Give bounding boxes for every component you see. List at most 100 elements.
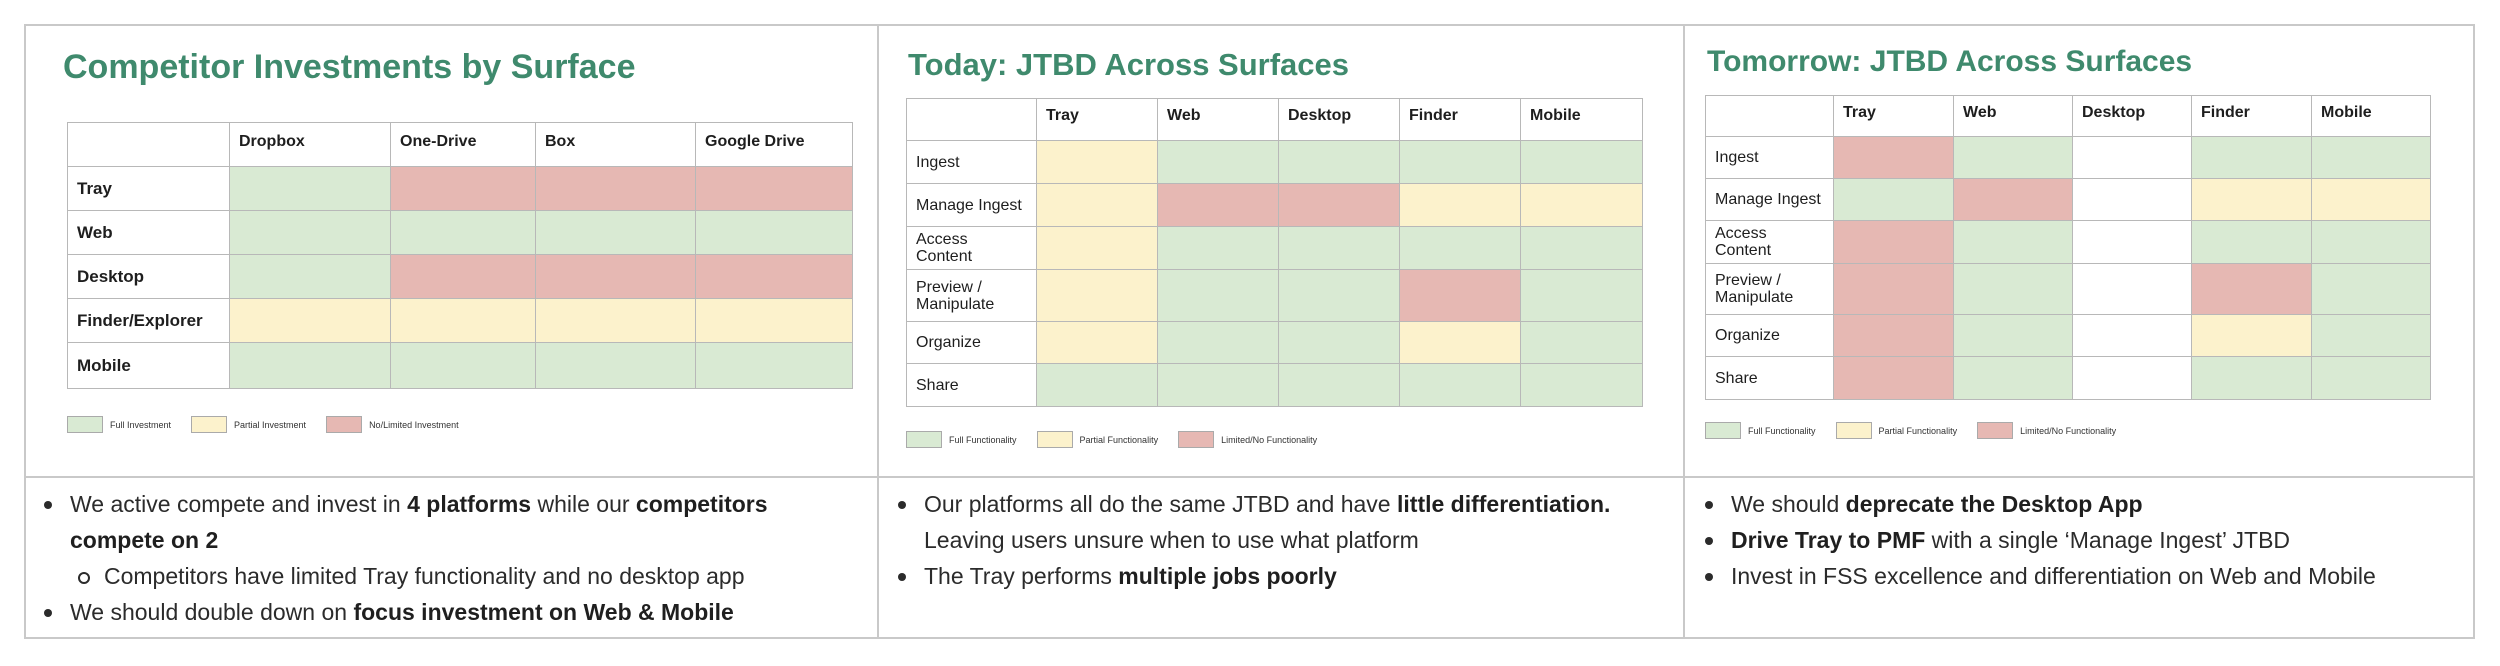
status-cell-partial bbox=[1036, 140, 1158, 184]
status-cell-full bbox=[1953, 136, 2073, 179]
row-label: Preview / Manipulate bbox=[1705, 263, 1834, 315]
legend: Full Functionality Partial Functionality… bbox=[906, 431, 1337, 448]
status-cell-full bbox=[1399, 226, 1521, 270]
column-header: Web bbox=[1953, 95, 2073, 137]
table-row: Ingest bbox=[906, 140, 1643, 184]
legend-label: Full Functionality bbox=[1748, 425, 1816, 436]
column-header: Finder bbox=[1399, 98, 1521, 141]
status-cell-limited bbox=[1953, 178, 2073, 221]
status-cell-full bbox=[1278, 226, 1400, 270]
column-header: Google Drive bbox=[695, 122, 853, 167]
legend-swatch-partial bbox=[1835, 422, 1872, 439]
status-cell-limited bbox=[695, 254, 853, 299]
row-label: Preview / Manipulate bbox=[906, 269, 1037, 322]
legend-swatch-limited bbox=[1178, 431, 1215, 448]
legend-item-partial: Partial Functionality bbox=[1835, 422, 1958, 439]
status-cell-full bbox=[229, 342, 391, 389]
status-cell-limited bbox=[535, 254, 696, 299]
status-cell-full bbox=[1278, 140, 1400, 184]
status-cell-partial bbox=[2191, 314, 2312, 357]
status-cell-full bbox=[1278, 321, 1400, 364]
bullet: We should deprecate the Desktop App bbox=[1697, 486, 2457, 522]
column-header: Web bbox=[1157, 98, 1279, 141]
status-cell-full bbox=[229, 210, 391, 255]
status-cell-full bbox=[1278, 269, 1400, 322]
status-cell-full bbox=[1157, 269, 1279, 322]
status-cell-full bbox=[1520, 321, 1643, 364]
table-row: Organize bbox=[906, 321, 1643, 364]
bullet-text: We should double down on bbox=[70, 599, 354, 625]
status-cell-full bbox=[1520, 363, 1643, 407]
row-label: Finder/Explorer bbox=[67, 298, 230, 343]
status-cell-limited bbox=[2191, 263, 2312, 315]
status-cell-partial bbox=[1399, 321, 1521, 364]
legend: Full Functionality Partial Functionality… bbox=[1705, 422, 2136, 439]
status-cell-full bbox=[535, 342, 696, 389]
status-cell-full bbox=[2311, 136, 2431, 179]
legend-item-limited: No/Limited Investment bbox=[326, 416, 459, 433]
panel-title: Tomorrow: JTBD Across Surfaces bbox=[1707, 45, 2193, 78]
row-label: Tray bbox=[67, 166, 230, 211]
table-row: Share bbox=[906, 363, 1643, 407]
status-cell-partial bbox=[1036, 226, 1158, 270]
legend-item-full: Full Functionality bbox=[1705, 422, 1816, 439]
bullet-text: while our bbox=[531, 491, 636, 517]
status-cell-partial bbox=[1520, 183, 1643, 227]
legend-item-limited: Limited/No Functionality bbox=[1178, 431, 1317, 448]
bullet-text: Leaving users unsure when to use what pl… bbox=[924, 527, 1419, 553]
status-cell-partial bbox=[1036, 183, 1158, 227]
panel-title: Today: JTBD Across Surfaces bbox=[908, 47, 1350, 82]
status-cell-full bbox=[2191, 136, 2312, 179]
notes-today: Our platforms all do the same JTBD and h… bbox=[890, 486, 1670, 594]
legend-swatch-limited bbox=[1977, 422, 2014, 439]
legend-label: Partial Functionality bbox=[1079, 434, 1159, 445]
legend-label: Limited/No Functionality bbox=[2020, 425, 2117, 436]
legend-item-full: Full Investment bbox=[67, 416, 171, 433]
status-cell-full bbox=[1833, 178, 1954, 221]
column-divider bbox=[877, 24, 879, 639]
jtbd-tomorrow-table: Tray Web Desktop Finder Mobile Ingest Manage I… bbox=[1705, 95, 2431, 400]
table-row: Desktop bbox=[67, 254, 853, 299]
status-cell-limited bbox=[390, 254, 536, 299]
legend-label: Partial Functionality bbox=[1878, 425, 1958, 436]
emphasis-text: focus investment on Web & Mobile bbox=[353, 599, 734, 625]
corner-cell bbox=[906, 98, 1037, 141]
status-cell-full bbox=[1399, 363, 1521, 407]
legend-label: Full Functionality bbox=[949, 434, 1017, 445]
row-label: Web bbox=[67, 210, 230, 255]
legend-swatch-partial bbox=[1036, 431, 1073, 448]
status-cell-limited bbox=[1278, 183, 1400, 227]
bullet: Our platforms all do the same JTBD and h… bbox=[890, 486, 1670, 558]
status-cell-full bbox=[2311, 314, 2431, 357]
legend-item-partial: Partial Functionality bbox=[1036, 431, 1159, 448]
status-cell-limited bbox=[1833, 263, 1954, 315]
column-header: Tray bbox=[1833, 95, 1954, 137]
column-header: Finder bbox=[2191, 95, 2312, 137]
status-cell-partial bbox=[229, 298, 391, 343]
status-cell-full bbox=[1953, 356, 2073, 400]
table-row: Ingest bbox=[1705, 136, 2431, 179]
table-row: Preview / Manipulate bbox=[1705, 263, 2431, 315]
jtbd-today-table: Tray Web Desktop Finder Mobile Ingest Manage I… bbox=[906, 98, 1643, 407]
emphasis-text: 4 platforms bbox=[407, 491, 532, 517]
status-cell-full bbox=[390, 210, 536, 255]
status-cell-full bbox=[2191, 220, 2312, 264]
status-cell-partial bbox=[695, 298, 853, 343]
bullet-text: We active compete and invest in bbox=[70, 491, 408, 517]
bullet-text: Competitors have limited Tray functional… bbox=[104, 563, 745, 589]
row-divider bbox=[24, 476, 2475, 478]
row-label: Organize bbox=[906, 321, 1037, 364]
status-cell-full bbox=[695, 342, 853, 389]
status-cell-full bbox=[1520, 226, 1643, 270]
emphasis-text: multiple jobs poorly bbox=[1118, 563, 1337, 589]
row-label: Manage Ingest bbox=[906, 183, 1037, 227]
status-cell-full bbox=[2311, 220, 2431, 264]
emphasis-text: deprecate the Desktop App bbox=[1845, 491, 2143, 517]
status-cell-limited bbox=[1833, 136, 1954, 179]
bullet: We active compete and invest in 4 platfo… bbox=[36, 486, 826, 558]
status-cell-full bbox=[1278, 363, 1400, 407]
row-label: Access Content bbox=[1705, 220, 1834, 264]
status-cell-full bbox=[1157, 140, 1279, 184]
status-cell-partial bbox=[390, 298, 536, 343]
table-row: Access Content bbox=[906, 226, 1643, 270]
